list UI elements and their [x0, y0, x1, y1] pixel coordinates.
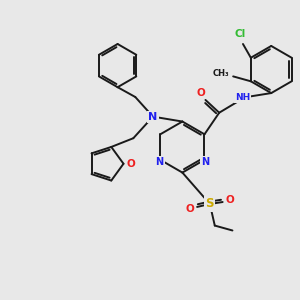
- Text: Cl: Cl: [234, 29, 246, 39]
- Text: O: O: [225, 195, 234, 205]
- Text: N: N: [148, 112, 158, 122]
- Text: CH₃: CH₃: [213, 69, 230, 78]
- Text: S: S: [206, 197, 214, 211]
- Text: NH: NH: [235, 94, 250, 103]
- Text: O: O: [196, 88, 205, 98]
- Text: N: N: [155, 157, 164, 167]
- Text: O: O: [186, 204, 195, 214]
- Text: O: O: [127, 159, 136, 169]
- Text: N: N: [201, 157, 209, 167]
